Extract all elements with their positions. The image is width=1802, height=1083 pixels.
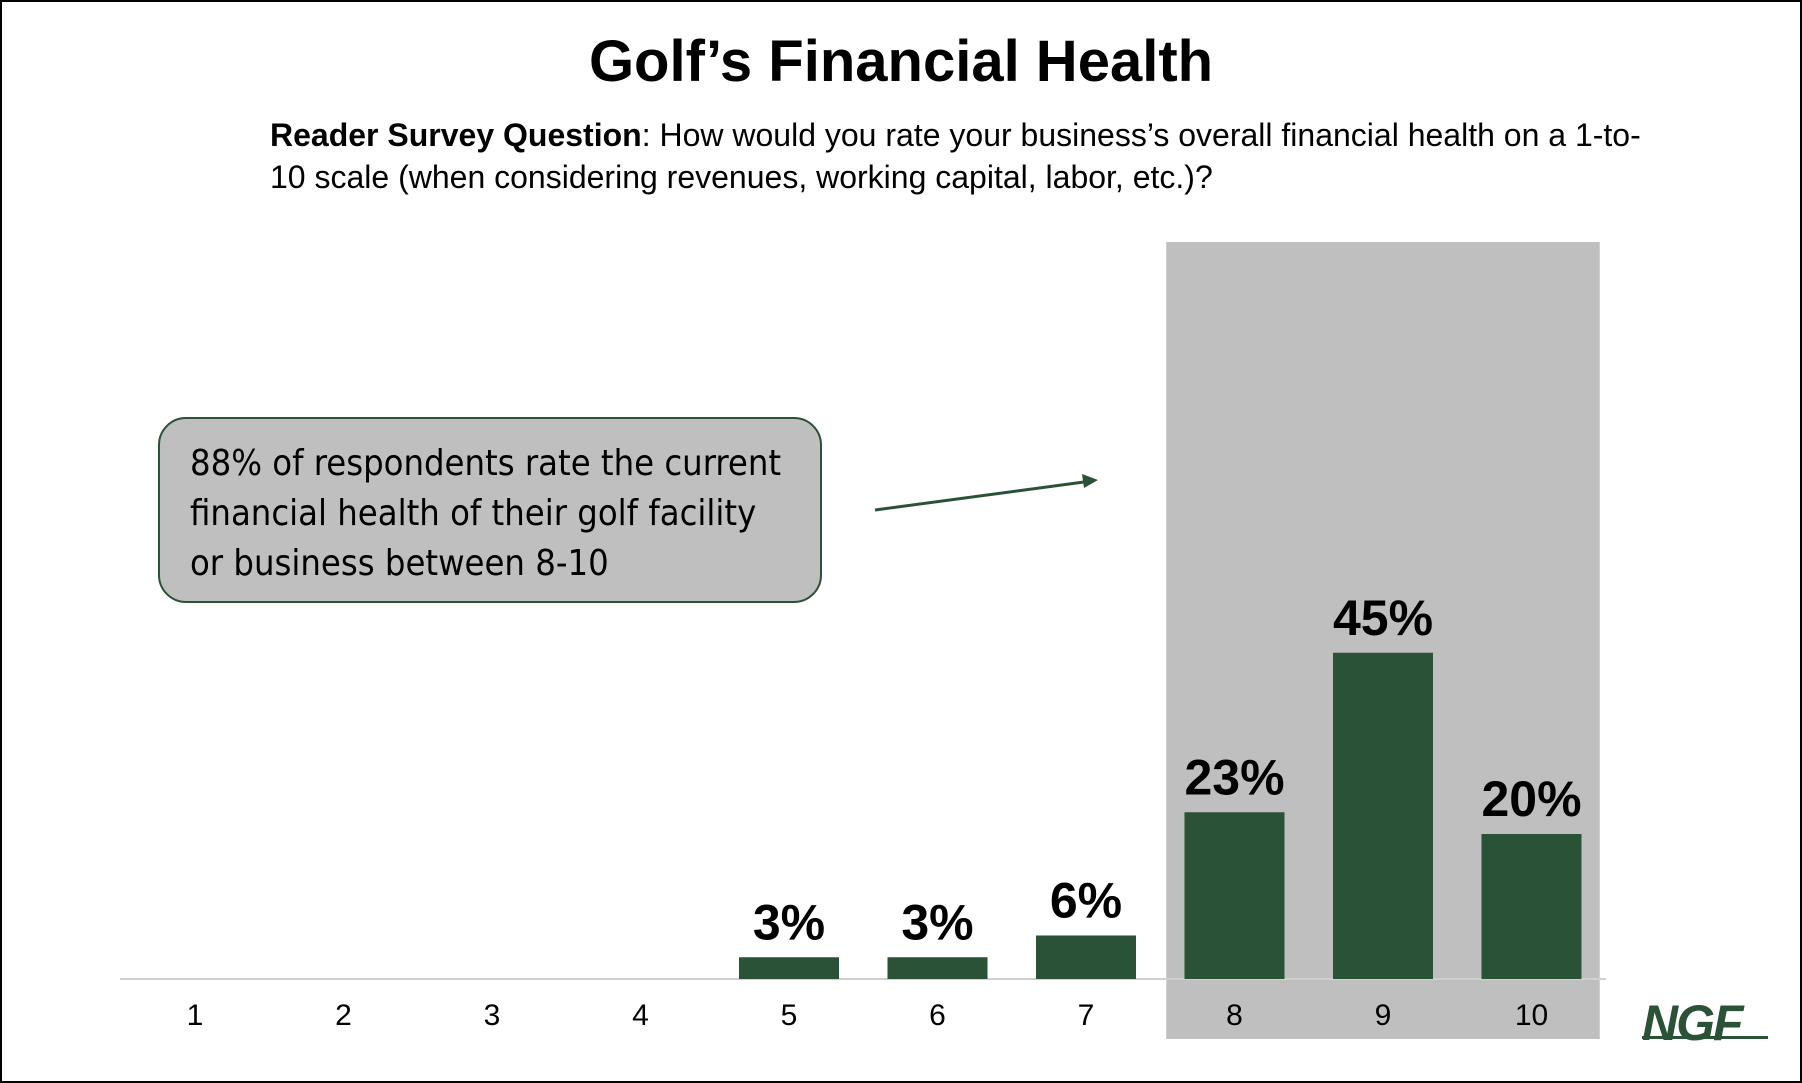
subtitle-question-label: Reader Survey Question <box>270 117 642 153</box>
bar-6 <box>887 957 988 979</box>
data-label-7: 6% <box>1050 873 1122 929</box>
chart-title: Golf’s Financial Health <box>588 29 1214 94</box>
data-label-9: 45% <box>1333 590 1433 646</box>
data-label-8: 23% <box>1184 749 1284 805</box>
x-tick-label-4: 4 <box>632 999 649 1032</box>
subtitle-question-text: : How would you rate your business’s ove… <box>270 117 1641 195</box>
data-label-10: 20% <box>1481 771 1581 827</box>
x-tick-label-10: 10 <box>1515 999 1548 1032</box>
bar-5 <box>739 957 839 979</box>
x-tick-label-6: 6 <box>929 999 946 1032</box>
x-tick-label-1: 1 <box>187 999 204 1032</box>
ngf-logo: NGF <box>1642 995 1744 1051</box>
bar-8 <box>1184 812 1285 979</box>
x-tick-label-8: 8 <box>1226 999 1243 1032</box>
data-label-6: 3% <box>901 894 973 950</box>
x-tick-label-2: 2 <box>335 999 352 1032</box>
callout-box: 88% of respondents rate the current fina… <box>158 417 822 603</box>
chart-subtitle: Reader Survey Question: How would you ra… <box>270 114 1650 198</box>
bar-7 <box>1036 935 1136 979</box>
x-tick-label-7: 7 <box>1078 999 1095 1032</box>
data-label-5: 3% <box>753 894 825 950</box>
x-tick-label-9: 9 <box>1375 999 1392 1032</box>
x-tick-label-5: 5 <box>781 999 798 1032</box>
bar-9 <box>1333 652 1433 979</box>
logo-underline <box>1642 1036 1768 1039</box>
x-tick-label-3: 3 <box>484 999 501 1032</box>
bar-10 <box>1481 834 1582 979</box>
callout-arrow <box>874 474 1098 512</box>
